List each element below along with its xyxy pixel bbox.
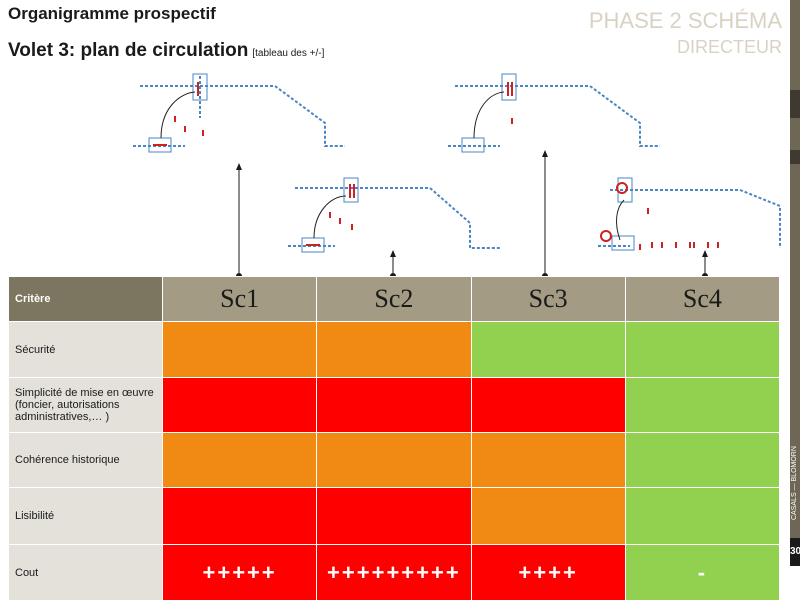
right-side-strip xyxy=(790,0,800,566)
table-row: Lisibilité xyxy=(9,488,779,544)
rating-cell xyxy=(163,488,317,544)
criterion-label: Simplicité de mise en œuvre (foncier, au… xyxy=(9,378,162,432)
criterion-label: Cohérence historique xyxy=(9,433,162,487)
table-row: Sécurité xyxy=(9,322,779,377)
criteria-header: Critère xyxy=(9,277,162,321)
subtitle-text: Volet 3: plan de circulation xyxy=(8,40,249,61)
rating-cell xyxy=(471,378,625,432)
phase-label: PHASE 2 SCHÉMA DIRECTEUR xyxy=(589,8,782,60)
rating-cell xyxy=(317,378,471,432)
connector-lines xyxy=(236,150,708,276)
page-number: 30 xyxy=(790,538,800,566)
rating-cell xyxy=(625,378,779,432)
phase-line-1: PHASE 2 SCHÉMA xyxy=(588,8,782,33)
table-row: Cohérence historique xyxy=(9,433,779,487)
subtitle-note: [tableau des +/-] xyxy=(252,48,325,59)
section-subtitle: Volet 3: plan de circulation [tableau des… xyxy=(8,40,324,62)
rating-cell xyxy=(163,322,317,377)
rating-cell xyxy=(625,322,779,377)
criteria-table: Critère Sc1 Sc2 Sc3 Sc4 Sécurité Simplici… xyxy=(8,276,780,601)
scenario-3-diagram xyxy=(448,73,660,153)
table-header-row: Critère Sc1 Sc2 Sc3 Sc4 xyxy=(9,277,779,321)
scenario-header: Sc4 xyxy=(625,277,779,321)
scenario-header: Sc3 xyxy=(471,277,625,321)
scenario-4-diagram xyxy=(598,177,781,251)
scenario-header: Sc1 xyxy=(163,277,317,321)
side-label: CASALS — BLOMORN xyxy=(791,446,798,520)
rating-cell xyxy=(163,433,317,487)
criterion-label: Lisibilité xyxy=(9,488,162,544)
rating-cell xyxy=(625,488,779,544)
table-row: Simplicité de mise en œuvre (foncier, au… xyxy=(9,378,779,432)
criterion-label: Sécurité xyxy=(9,322,162,377)
rating-cell: ++++ xyxy=(471,545,625,600)
rating-cell xyxy=(163,378,317,432)
scenario-header: Sc2 xyxy=(317,277,471,321)
rating-cell xyxy=(317,488,471,544)
rating-cell: - xyxy=(625,545,779,600)
strip-block xyxy=(790,150,800,164)
rating-cell xyxy=(471,433,625,487)
table-row: Cout +++++ +++++++++ ++++ - xyxy=(9,545,779,600)
rating-cell xyxy=(317,322,471,377)
rating-cell: +++++ xyxy=(163,545,317,600)
phase-line-2: DIRECTEUR xyxy=(676,37,782,57)
rating-cell xyxy=(625,433,779,487)
rating-cell: +++++++++ xyxy=(317,545,471,600)
page-title: Organigramme prospectif xyxy=(8,4,216,23)
rating-cell xyxy=(471,488,625,544)
strip-block xyxy=(790,90,800,118)
scenario-2-diagram xyxy=(288,177,500,253)
rating-cell xyxy=(471,322,625,377)
scenario-1-diagram xyxy=(133,73,345,153)
criterion-label: Cout xyxy=(9,545,162,600)
rating-cell xyxy=(317,433,471,487)
